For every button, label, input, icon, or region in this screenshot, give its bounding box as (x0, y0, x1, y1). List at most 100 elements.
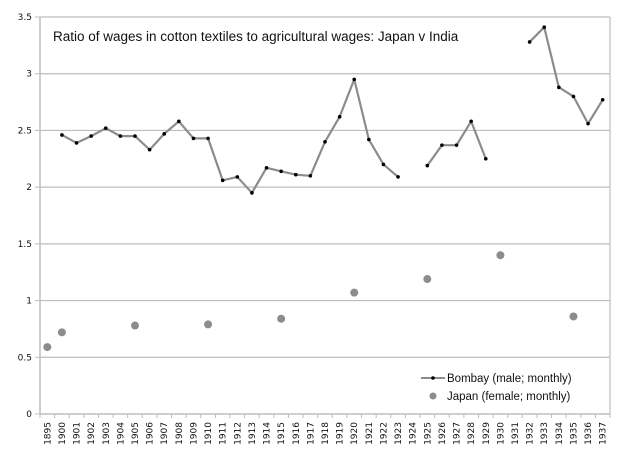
y-tick-label: 2 (26, 183, 32, 193)
x-tick-label: 1932 (526, 422, 536, 445)
bombay-point (381, 162, 386, 167)
y-tick-label: 3.5 (18, 13, 32, 23)
x-tick-labels: 1895 1900 1901 1902 1903 1904 1905 1906 1907 1908… (43, 422, 608, 445)
bombay-point (264, 166, 269, 170)
bombay-line-segment (528, 26, 604, 125)
bombay-point (557, 85, 561, 90)
japan-point (423, 275, 432, 284)
series (43, 25, 605, 352)
bombay-point (308, 174, 313, 178)
bombay-point (89, 134, 93, 138)
x-tick-label: 1927 (453, 422, 463, 445)
legend-item-bombay: Bombay (male; monthly) (421, 373, 572, 385)
x-tick-label: 1924 (409, 422, 419, 445)
bombay-point (118, 134, 123, 138)
bombay-point (279, 169, 283, 174)
y-tick-label: 0.5 (18, 353, 32, 363)
bombay-point (220, 178, 225, 183)
bombay-point (103, 126, 108, 130)
bombay-point (396, 175, 400, 179)
bombay-point (586, 121, 590, 126)
x-tick-label: 1920 (350, 422, 360, 445)
x-tick-label: 1935 (569, 422, 579, 445)
bombay-point (293, 172, 298, 177)
x-tick-label: 1921 (365, 422, 375, 445)
bombay-point (337, 115, 342, 119)
x-tick-label: 1902 (87, 422, 97, 445)
x-tick-label: 1914 (263, 422, 273, 445)
bombay-point (250, 191, 254, 195)
x-tick-label: 1911 (219, 422, 229, 445)
x-tick-label: 1908 (175, 422, 185, 445)
x-tick-label: 1934 (555, 422, 565, 445)
x-tick-label: 1907 (160, 422, 170, 445)
axes (35, 16, 611, 418)
legend-dot-marker-icon (431, 376, 435, 380)
gridlines (40, 16, 610, 358)
y-tick-label: 0 (26, 410, 32, 420)
bombay-point (162, 132, 167, 136)
x-tick-label: 1900 (58, 422, 68, 445)
japan-point (57, 328, 66, 337)
y-tick-label: 3 (26, 70, 32, 80)
bombay-point (425, 163, 430, 168)
bombay-point (440, 143, 444, 147)
japan-point (569, 312, 578, 321)
x-tick-label: 1913 (248, 422, 258, 445)
y-tick-label: 2.5 (18, 126, 32, 136)
x-tick-label: 1928 (467, 422, 477, 445)
japan-point (43, 343, 52, 352)
x-tick-label: 1923 (394, 422, 404, 445)
legend-item-japan: Japan (female; monthly) (429, 391, 571, 403)
bombay-point (177, 119, 181, 124)
bombay-point (367, 137, 371, 142)
bombay-point (206, 136, 210, 141)
bombay-point (133, 134, 137, 138)
y-tick-label: 1.5 (18, 240, 32, 250)
x-tick-label: 1933 (540, 422, 550, 445)
japan-point (131, 321, 139, 330)
bombay-point (74, 141, 79, 145)
x-tick-label: 1905 (131, 422, 141, 445)
bombay-point (571, 94, 576, 99)
x-tick-label: 1926 (438, 422, 448, 445)
legend: Bombay (male; monthly) Japan (female; mo… (421, 373, 572, 403)
bombay-point (323, 139, 327, 144)
x-tick-label: 1901 (73, 422, 83, 445)
x-tick-label: 1912 (233, 422, 243, 445)
x-tick-label: 1917 (306, 422, 316, 445)
legend-circle-marker-icon (429, 392, 437, 400)
y-tick-label: 1 (26, 297, 32, 307)
bombay-point (527, 40, 532, 44)
bombay-point (60, 133, 64, 137)
x-tick-label: 1929 (482, 422, 492, 445)
x-tick-label: 1922 (379, 422, 389, 445)
legend-label-japan: Japan (female; monthly) (447, 391, 571, 403)
bombay-point (600, 98, 605, 102)
japan-point (204, 320, 213, 329)
x-tick-label: 1931 (511, 422, 521, 445)
bombay-point (352, 77, 357, 82)
x-tick-label: 1915 (277, 422, 287, 445)
x-tick-label: 1930 (496, 422, 506, 445)
y-tick-labels: 0 0.5 1 1.5 2 2.5 3 3.5 (18, 13, 33, 420)
japan-point (496, 251, 505, 260)
x-tick-label: 1910 (204, 422, 214, 445)
bombay-point (542, 25, 547, 30)
x-tick-label: 1918 (321, 422, 331, 445)
japan-point (350, 288, 359, 297)
legend-label-bombay: Bombay (male; monthly) (447, 373, 572, 385)
x-tick-label: 1903 (102, 422, 112, 445)
x-tick-label: 1895 (43, 422, 53, 445)
bombay-point (469, 119, 473, 124)
bombay-point (454, 143, 459, 147)
x-tick-label: 1936 (584, 422, 594, 445)
x-tick-label: 1916 (292, 422, 302, 445)
chart-title: Ratio of wages in cotton textiles to agr… (53, 29, 459, 44)
bombay-line-segment (61, 78, 399, 194)
bombay-point (147, 147, 152, 152)
x-tick-label: 1925 (423, 422, 433, 445)
bombay-point (191, 136, 196, 141)
